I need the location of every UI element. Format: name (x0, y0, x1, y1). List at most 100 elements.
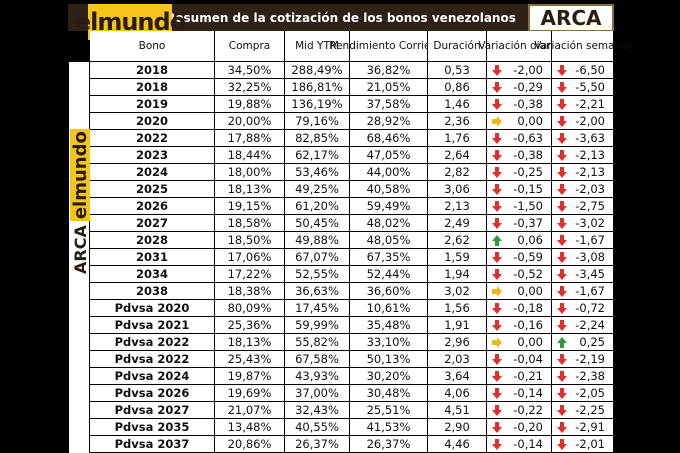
table-cell: 186,81% (285, 79, 350, 96)
cell-value: 18,13% (227, 335, 272, 349)
table-cell: 40,55% (285, 419, 350, 436)
table-cell: 48,05% (350, 232, 428, 249)
table-cell: 2031 (90, 249, 215, 266)
cell-value: 43,93% (295, 369, 339, 383)
table-cell: 35,48% (350, 317, 428, 334)
table-cell: 18,13% (215, 334, 285, 351)
cell-value: 3,06 (444, 182, 470, 196)
table-cell: 10,61% (350, 300, 428, 317)
cell-value: -2,91 (575, 420, 605, 434)
arrow-icon (557, 217, 567, 229)
cell-value: 36,63% (295, 284, 339, 298)
table-cell: 43,93% (285, 368, 350, 385)
table-cell: 61,20% (285, 198, 350, 215)
table-cell: -2,38 (552, 368, 614, 385)
table-cell: 49,25% (285, 181, 350, 198)
table-cell: 17,22% (215, 266, 285, 283)
table-cell: 2038 (90, 283, 215, 300)
cell-value: 1,94 (444, 267, 470, 281)
table-cell: 30,20% (350, 368, 428, 385)
arrow-icon (492, 98, 502, 110)
table-cell: 18,58% (215, 215, 285, 232)
table-cell: Pdvsa 2022 (90, 351, 215, 368)
cell-value: 52,44% (366, 267, 411, 281)
table-cell: 2024 (90, 164, 215, 181)
cell-value: 32,25% (227, 80, 272, 94)
cell-value: 2,36 (444, 114, 470, 128)
table-cell: 17,88% (215, 130, 285, 147)
column-header: Mid YTM (285, 31, 350, 62)
table-cell: 2019 (90, 96, 215, 113)
cell-value: 37,58% (366, 97, 411, 111)
table-cell: 21,07% (215, 402, 285, 419)
table-cell: 44,00% (350, 164, 428, 181)
table-cell: 18,50% (215, 232, 285, 249)
arrow-icon (557, 183, 567, 195)
arrow (492, 166, 502, 178)
arrow-icon (492, 370, 502, 382)
table-cell: -3,45 (552, 266, 614, 283)
table-cell: -0,29 (487, 79, 552, 96)
vertical-logo: ARCA elmundo (69, 129, 91, 274)
table-cell: -0,72 (552, 300, 614, 317)
cell-value: 33,10% (366, 335, 411, 349)
table-cell: 0,06 (487, 232, 552, 249)
table-cell: -2,19 (552, 351, 614, 368)
table-cell: -2,13 (552, 164, 614, 181)
cell-value: -0,38 (513, 97, 543, 111)
table-cell: -1,67 (552, 283, 614, 300)
arrow (557, 64, 567, 76)
table-cell: 3,02 (428, 283, 487, 300)
bond-name: Pdvsa 2035 (114, 420, 190, 434)
arrow (557, 234, 567, 246)
cell-value: 50,13% (366, 352, 411, 366)
table-cell: -2,21 (552, 96, 614, 113)
table-cell: 0,00 (487, 283, 552, 300)
arrow-icon (492, 234, 502, 246)
cell-value: 0,53 (444, 63, 470, 77)
arrow-icon (492, 285, 502, 297)
bond-name: Pdvsa 2037 (114, 437, 190, 451)
table-cell: -0,38 (487, 147, 552, 164)
arrow (492, 336, 502, 348)
cell-value: 3,64 (444, 369, 470, 383)
table-cell: 30,48% (350, 385, 428, 402)
column-header: Variación diaria (478, 31, 560, 62)
bond-name: 2023 (135, 148, 168, 162)
table-cell: 2,64 (428, 147, 487, 164)
table-cell: Pdvsa 2022 (90, 334, 215, 351)
table-cell: 32,25% (215, 79, 285, 96)
header-text: Variación semanal (534, 40, 631, 52)
cell-value: -0,20 (513, 420, 543, 434)
cell-value: 18,13% (227, 182, 272, 196)
table-cell: 67,07% (285, 249, 350, 266)
cell-value: -2,13 (575, 148, 605, 162)
table-cell: -3,08 (552, 249, 614, 266)
table-cell: 2,62 (428, 232, 487, 249)
cell-value: 47,05% (366, 148, 411, 162)
cell-value: 59,49% (366, 199, 411, 213)
cell-value: -3,45 (575, 267, 605, 281)
table-cell: 25,36% (215, 317, 285, 334)
table-cell: 3,06 (428, 181, 487, 198)
cell-value: 49,25% (295, 182, 339, 196)
arrow (492, 115, 502, 127)
cell-value: 36,60% (366, 284, 411, 298)
cell-value: -2,24 (575, 318, 605, 332)
cell-value: 37,00% (295, 386, 339, 400)
cell-value: 19,88% (227, 97, 272, 111)
table-cell: 2020 (90, 113, 215, 130)
table-cell: -0,38 (487, 96, 552, 113)
arrow (492, 251, 502, 263)
table-cell: 2022 (90, 130, 215, 147)
arrow (492, 132, 502, 144)
column-header: Variación semanal (534, 31, 631, 62)
table-cell: Pdvsa 2037 (90, 436, 215, 453)
cell-value: -2,00 (513, 63, 543, 77)
table-cell: Pdvsa 2020 (90, 300, 215, 317)
table-cell: Pdvsa 2026 (90, 385, 215, 402)
bond-name: 2025 (135, 182, 168, 196)
cell-value: -0,63 (513, 131, 543, 145)
arrow-icon (557, 268, 567, 280)
table-cell: 37,58% (350, 96, 428, 113)
